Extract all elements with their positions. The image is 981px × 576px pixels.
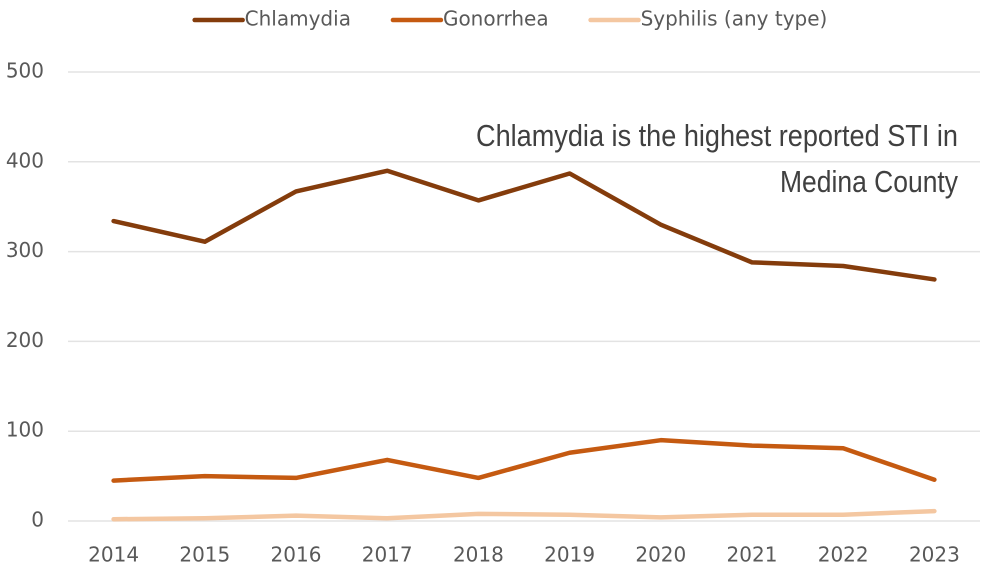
series-line [111, 168, 937, 282]
x-tick-label: 2020 [635, 543, 686, 567]
x-tick-label: 2016 [271, 543, 322, 567]
legend-label: Gonorrhea [443, 7, 549, 31]
y-tick-label: 200 [6, 328, 44, 352]
lines [111, 168, 937, 522]
y-tick-label: 300 [6, 238, 44, 262]
y-tick-label: 100 [6, 418, 44, 442]
x-tick-label: 2017 [362, 543, 413, 567]
annotation: Chlamydia is the highest reported STI in [476, 118, 958, 153]
x-tick-label: 2018 [453, 543, 504, 567]
x-tick-label: 2015 [179, 543, 230, 567]
series-line [111, 437, 937, 483]
legend-label: Syphilis (any type) [641, 7, 828, 31]
x-tick-label: 2023 [909, 543, 960, 567]
legend: Chlamydia Gonorrhea Syphilis (any type) [192, 7, 828, 31]
series-line [111, 508, 937, 522]
legend-label: Chlamydia [245, 7, 351, 31]
annotation: Medina County [780, 164, 958, 199]
x-tick-label: 2021 [727, 543, 778, 567]
y-tick-label: 400 [6, 148, 44, 172]
x-tick-label: 2022 [818, 543, 869, 567]
y-tick-label: 500 [6, 59, 44, 83]
y-tick-label: 0 [31, 508, 44, 532]
x-tick-label: 2019 [544, 543, 595, 567]
x-tick-label: 2014 [88, 543, 139, 567]
